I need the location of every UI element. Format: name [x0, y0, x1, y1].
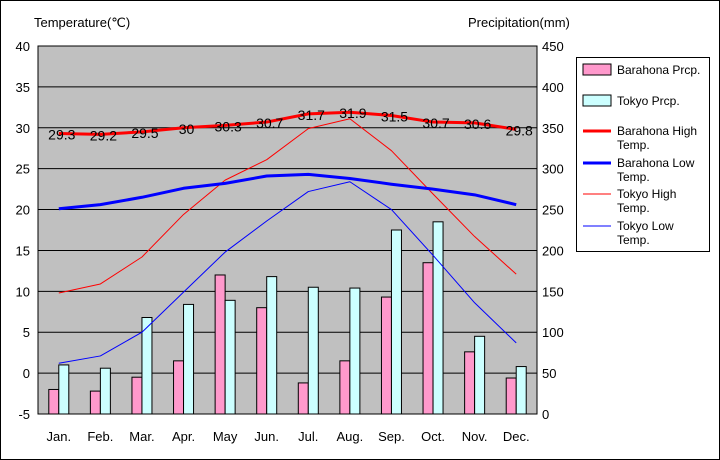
right-tick-label: 400 — [542, 80, 564, 95]
data-label: 31.7 — [298, 107, 325, 123]
legend-entries: Barahona Prcp. Tokyo Prcp. Barahona High Te… — [582, 63, 700, 247]
gridlines — [38, 86, 537, 374]
right-axis-title: Precipitation(mm) — [468, 15, 570, 30]
left-tick-label: -5 — [18, 407, 30, 422]
bar — [390, 229, 402, 415]
left-tick-label: 10 — [16, 284, 30, 299]
x-tick-label: Jan. — [47, 429, 72, 444]
right-tick-label: 100 — [542, 325, 564, 340]
left-tick-label: 20 — [16, 203, 30, 218]
x-tick-label: May — [213, 429, 238, 444]
bar — [183, 303, 195, 415]
right-tick-label: 300 — [542, 162, 564, 177]
legend-swatch — [582, 63, 612, 76]
series-line — [58, 118, 517, 294]
legend-label: Barahona Low Temp. — [617, 156, 695, 184]
right-tick-label: 0 — [542, 407, 549, 422]
bar — [474, 335, 486, 415]
bar — [224, 299, 236, 415]
data-label: 30.6 — [464, 116, 491, 132]
x-tick-label: Jul. — [298, 429, 318, 444]
data-label: 30.3 — [215, 118, 242, 134]
x-tick-label: Apr. — [172, 429, 195, 444]
legend-swatch — [582, 94, 612, 107]
left-tick-label: 5 — [23, 325, 30, 340]
bar — [48, 388, 60, 415]
series-line — [58, 172, 517, 211]
x-tick-label: Sep. — [378, 429, 405, 444]
bar — [339, 360, 351, 415]
precipitation-bars — [48, 221, 527, 415]
left-tick-label: 40 — [16, 39, 30, 54]
bar — [131, 376, 143, 415]
left-tick-label: 30 — [16, 121, 30, 136]
right-tick-label: 150 — [542, 284, 564, 299]
bar — [349, 287, 361, 415]
x-tick-label: Dec. — [503, 429, 530, 444]
data-label: 31.9 — [339, 105, 366, 121]
left-tick-label: 25 — [16, 162, 30, 177]
legend-label: Tokyo High Temp. — [617, 187, 676, 215]
legend-label: Barahona Prcp. — [617, 63, 700, 77]
data-label: 30 — [179, 121, 195, 137]
right-tick-label: 250 — [542, 203, 564, 218]
bar — [99, 367, 111, 415]
left-axis-title: Temperature(℃) — [34, 15, 130, 30]
right-tick-label: 200 — [542, 243, 564, 258]
right-tick-label: 50 — [542, 366, 556, 381]
bar — [173, 360, 185, 415]
legend-label: Tokyo Prcp. — [617, 94, 680, 108]
axis-ticks: -505101520253035400501001502002503003504… — [16, 39, 564, 444]
bar — [464, 351, 476, 415]
data-label: 30.7 — [256, 115, 283, 131]
left-tick-label: 15 — [16, 243, 30, 258]
bar — [89, 390, 101, 415]
data-label: 31.5 — [381, 109, 408, 125]
bar — [422, 262, 434, 415]
x-tick-label: Jun. — [254, 429, 279, 444]
bar — [58, 364, 70, 415]
bar — [505, 377, 517, 415]
bar — [214, 274, 226, 415]
legend-label: Tokyo Low Temp. — [617, 219, 674, 247]
bar — [256, 307, 268, 415]
bar — [266, 276, 278, 415]
x-tick-label: Nov. — [462, 429, 488, 444]
bar — [297, 382, 309, 415]
legend-label: Barahona High Temp. — [617, 124, 697, 152]
bar — [432, 221, 444, 415]
data-label: 29.8 — [506, 122, 533, 138]
right-tick-label: 450 — [542, 39, 564, 54]
left-tick-label: 0 — [23, 366, 30, 381]
data-label: 29.5 — [131, 125, 158, 141]
x-tick-label: Aug. — [337, 429, 364, 444]
series-line — [58, 181, 517, 364]
data-label: 29.3 — [48, 127, 75, 143]
bar — [141, 317, 153, 415]
x-tick-label: Oct. — [421, 429, 445, 444]
x-tick-label: Mar. — [129, 429, 154, 444]
plot-area — [37, 45, 538, 415]
left-tick-label: 35 — [16, 80, 30, 95]
x-tick-label: Feb. — [87, 429, 113, 444]
data-label: 29.2 — [90, 127, 117, 143]
bar — [380, 296, 392, 415]
value-labels: 29.3 29.2 29.5 30 30.3 30.7 31.7 31.9 31.5 30.7 30… — [48, 105, 533, 143]
bar — [307, 286, 319, 415]
legend: Barahona Prcp. Tokyo Prcp. Barahona High Te… — [576, 57, 710, 252]
bar — [515, 366, 527, 415]
data-label: 30.7 — [422, 115, 449, 131]
temperature-lines — [58, 110, 517, 364]
right-tick-label: 350 — [542, 121, 564, 136]
series-line — [58, 110, 517, 136]
